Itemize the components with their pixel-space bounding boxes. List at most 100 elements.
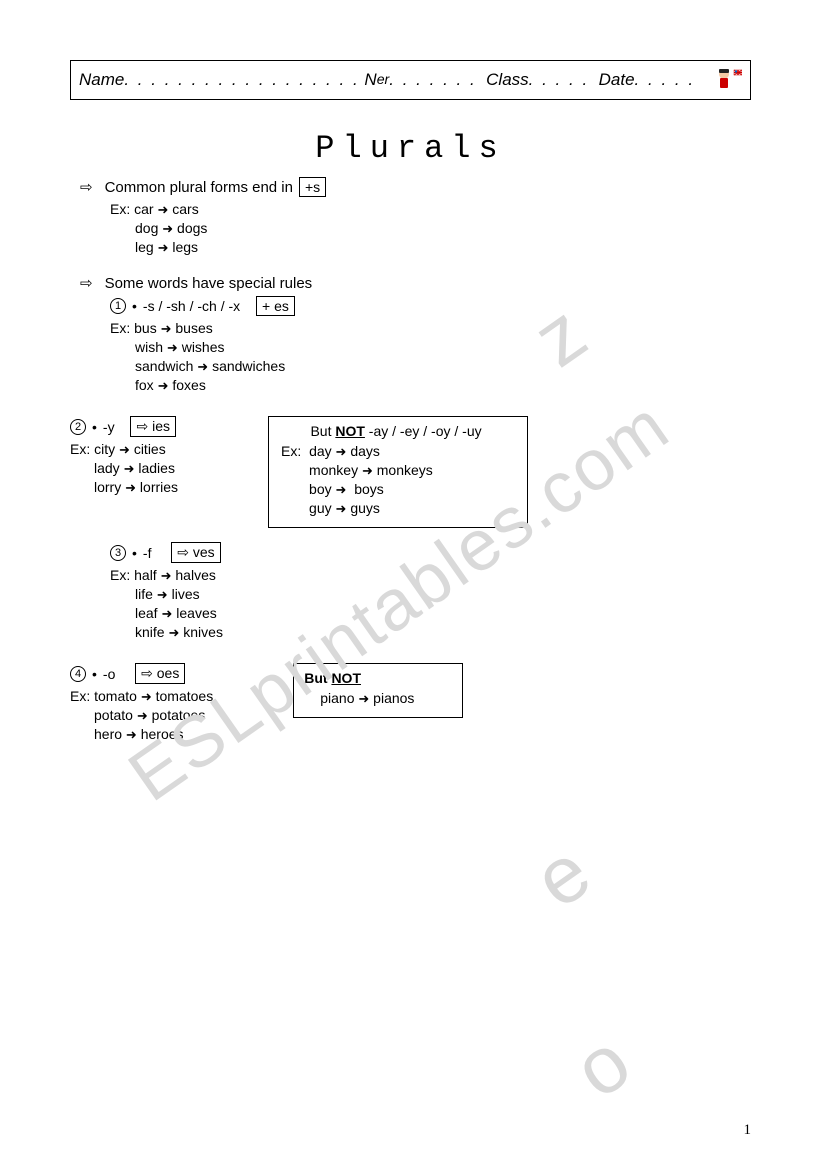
sub3-ex2: leaf ➜ leaves [135, 605, 751, 622]
rule-special-heading: Some words have special rules [80, 274, 751, 292]
header-character-icon [714, 66, 742, 94]
sub2-suffix-box: ⇨ ies [130, 416, 176, 437]
ner-label: N [364, 70, 376, 90]
ex-left: day [309, 443, 332, 459]
arrow-icon: ➜ [167, 340, 178, 355]
but-label: But [310, 423, 331, 439]
ex-right: boys [354, 481, 384, 497]
arrow-icon: ➜ [161, 568, 172, 583]
sub1-ex2: sandwich ➜ sandwiches [135, 358, 751, 375]
sub1-ex3: fox ➜ foxes [135, 377, 751, 394]
arrow-icon: ➜ [197, 359, 208, 374]
ex-right: buses [175, 320, 212, 336]
arrow-icon: ➜ [157, 202, 168, 217]
ex-left: hero [94, 726, 122, 742]
arrow-icon: ➜ [161, 321, 172, 336]
ex-right: pianos [373, 690, 414, 706]
sub2-column: 2 • -y ⇨ ies Ex: city ➜ cities lady ➜ la… [70, 412, 178, 498]
page-title: Plurals [70, 130, 751, 167]
ex-right: cities [134, 441, 166, 457]
subrule-1: 1 • -s / -sh / -ch / -x + es [110, 296, 751, 316]
sub2-exception-header: But NOT -ay / -ey / -oy / -uy [279, 423, 513, 439]
sub4-ex2: hero ➜ heroes [94, 726, 213, 743]
sub2-ex0: Ex: city ➜ cities [70, 441, 178, 458]
sub4-exc-ex0: piano ➜ pianos [320, 690, 448, 707]
ex-label: Ex: [110, 201, 130, 217]
arrow-icon: ➜ [126, 727, 137, 742]
ex-left: knife [135, 624, 165, 640]
sub2-exc-ex1: monkey ➜ monkeys [309, 462, 513, 479]
date-label: Date [599, 70, 635, 90]
sub3-ex3: knife ➜ knives [135, 624, 751, 641]
ex-label: Ex: [281, 443, 301, 459]
ex-right: lives [172, 586, 200, 602]
rule1-suffix-box: +s [299, 177, 326, 197]
subrule-number-1: 1 [110, 298, 126, 314]
ner-dots: . . . . . . . [389, 70, 476, 90]
arrow-icon: ➜ [119, 442, 130, 457]
name-dots: . . . . . . . . . . . . . . . . . . [124, 70, 359, 90]
ex-left: wish [135, 339, 163, 355]
arrow-icon: ➜ [336, 444, 347, 459]
ex-label: Ex: [110, 320, 130, 336]
ex-left: lady [94, 460, 120, 476]
watermark-letter-e: e [518, 826, 607, 927]
ex-right: ladies [138, 460, 175, 476]
ex-left: tomato [94, 688, 137, 704]
ex-label: Ex: [110, 567, 130, 583]
ex-right: tomatoes [156, 688, 214, 704]
rule1-ex0: Ex: car ➜ cars [110, 201, 751, 218]
sub3-pattern: -f [143, 545, 152, 561]
ex-right: monkeys [377, 462, 433, 478]
arrow-icon: ➜ [161, 606, 172, 621]
sub2-exc-ex3: guy ➜ guys [309, 500, 513, 517]
ex-left: leg [135, 239, 154, 255]
sub3-suffix-box: ⇨ ves [171, 542, 220, 563]
sub4-ex0: Ex: tomato ➜ tomatoes [70, 688, 213, 705]
arrow-icon: ➜ [162, 221, 173, 236]
sub4-pattern: -o [103, 666, 115, 682]
ex-right: wishes [182, 339, 225, 355]
sub4-ex1: potato ➜ potatoes [94, 707, 213, 724]
ex-left: boy [309, 481, 332, 497]
ex-right: halves [175, 567, 215, 583]
sub2-pattern: -y [103, 419, 115, 435]
subrule-3: 3 • -f ⇨ ves [110, 542, 751, 563]
ex-right: potatoes [152, 707, 206, 723]
ex-left: sandwich [135, 358, 193, 374]
name-label: Name [79, 70, 124, 90]
arrow-icon: ➜ [158, 378, 169, 393]
sub1-pattern: -s / -sh / -ch / -x [143, 298, 240, 314]
ex-right: cars [172, 201, 198, 217]
arrow-icon: ➜ [137, 708, 148, 723]
arrow-icon: ➜ [168, 625, 179, 640]
sub3-ex1: life ➜ lives [135, 586, 751, 603]
date-dots: . . . . . [635, 70, 696, 90]
ex-right: legs [172, 239, 198, 255]
class-label: Class [486, 70, 529, 90]
subrule-number-4: 4 [70, 666, 86, 682]
but-label: But [304, 670, 327, 686]
sub1-ex0: Ex: bus ➜ buses [110, 320, 751, 337]
sub1-suffix-box: + es [256, 296, 295, 316]
ex-left: guy [309, 500, 332, 516]
ex-label: Ex: [70, 441, 90, 457]
sub4-exception-box: But NOT piano ➜ pianos [293, 663, 463, 718]
arrow-icon: ➜ [125, 480, 136, 495]
arrow-icon: ➜ [336, 501, 347, 516]
rule-common-plural: Common plural forms end in +s [80, 177, 751, 197]
ex-left: piano [320, 690, 354, 706]
arrow-icon: ➜ [362, 463, 373, 478]
sub4-column: 4 • -o ⇨ oes Ex: tomato ➜ tomatoes potat… [70, 659, 213, 745]
arrow-icon: ➜ [358, 691, 369, 706]
arrow-icon: ➜ [141, 689, 152, 704]
ex-right: dogs [177, 220, 207, 236]
bullet-dot: • [132, 298, 137, 314]
ex-left: car [134, 201, 153, 217]
ner-sup: er [377, 72, 390, 88]
header-box: Name . . . . . . . . . . . . . . . . . .… [70, 60, 751, 100]
not-label: NOT [331, 670, 361, 686]
subrule-number-3: 3 [110, 545, 126, 561]
ex-left: dog [135, 220, 158, 236]
rule1-text: Common plural forms end in [105, 179, 293, 196]
